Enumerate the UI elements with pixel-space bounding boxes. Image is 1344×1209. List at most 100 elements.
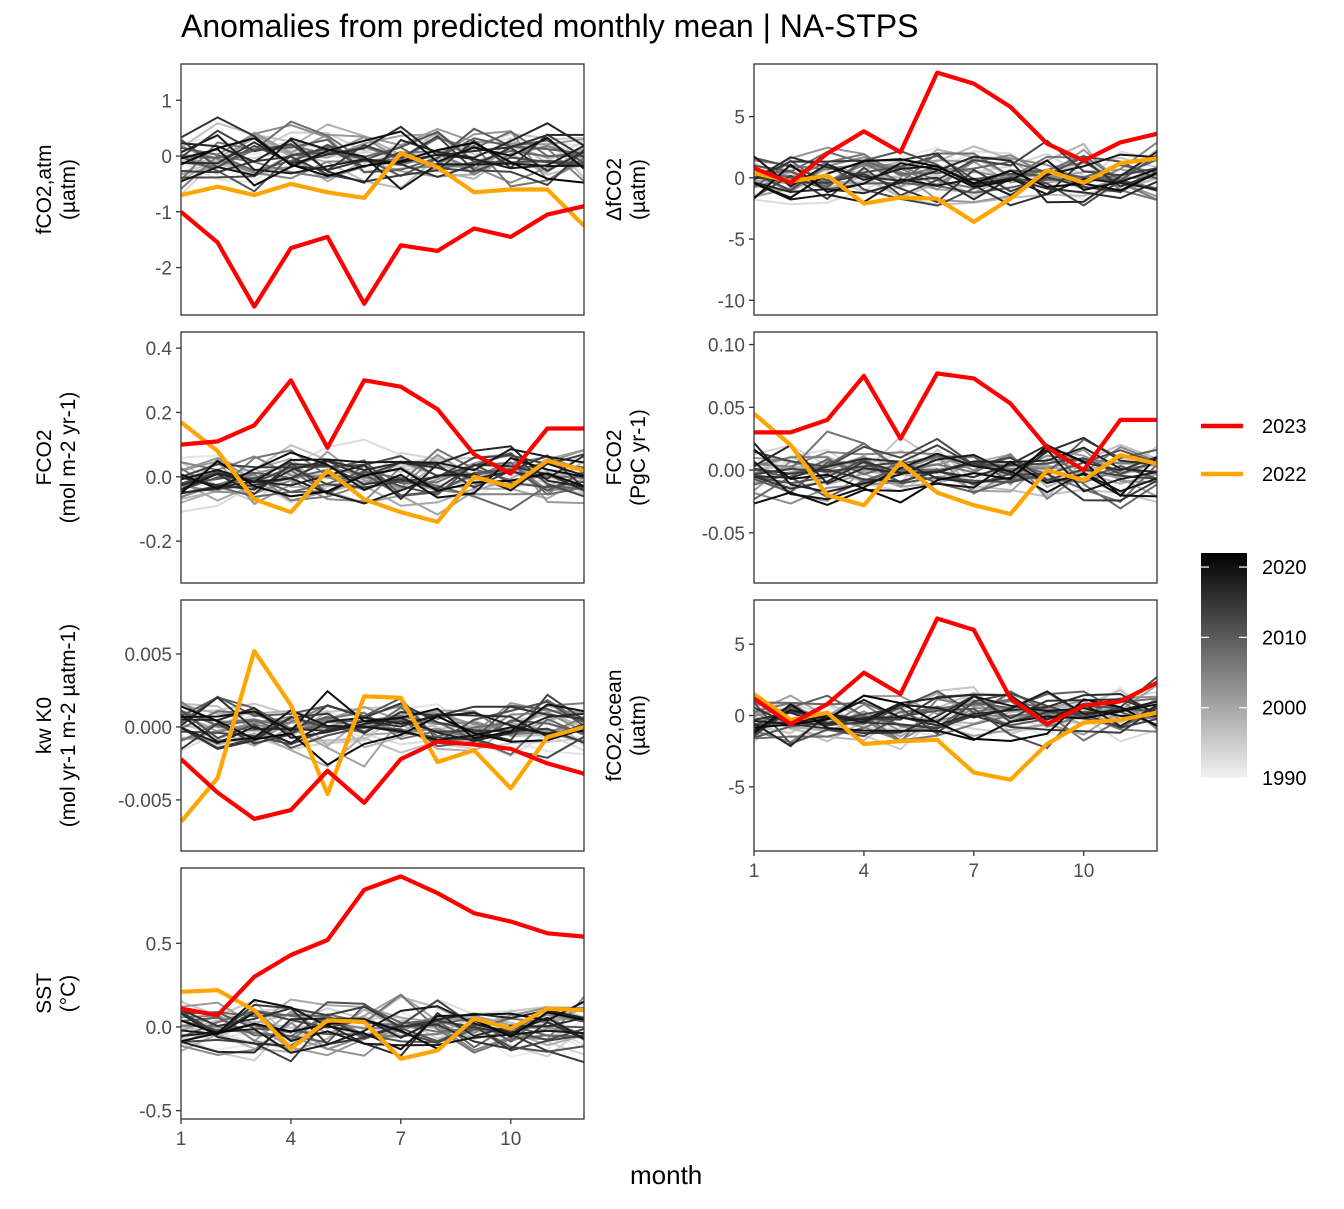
panel-kwk0: 0.005 0.000 -0.005 kw K0(mol yr-1 m-2 µatm-…: [33, 599, 585, 852]
background-line: [181, 125, 584, 165]
y-axis-label-fco2atm: fCO2,atm(µatm): [33, 145, 80, 235]
y-tick-label: -1: [155, 203, 172, 224]
background-line: [181, 134, 584, 175]
x-tick-label: 1: [176, 1129, 187, 1150]
series-line-2023-fco2flux: [181, 378, 584, 476]
colorbar-label: 2000: [1262, 698, 1307, 720]
series-line-2022-kwk0: [181, 648, 584, 824]
panel-border: [753, 63, 1158, 316]
y-tick-label: 0: [734, 707, 745, 728]
background-line: [754, 693, 1157, 748]
background-line: [181, 129, 584, 187]
background-line: [181, 453, 584, 489]
panel-border: [753, 331, 1158, 584]
background-line: [181, 473, 584, 507]
x-tick-label: 10: [500, 1129, 521, 1150]
background-line: [754, 702, 1157, 741]
series-line-2023-fco2pgc: [754, 371, 1157, 473]
colorbar-label: 2010: [1262, 627, 1307, 649]
x-tick-label: 4: [286, 1129, 297, 1150]
x-tick-label: 7: [396, 1129, 407, 1150]
y-axis-label-sst: SST(°C): [33, 973, 80, 1014]
y-tick-label: -0.005: [118, 791, 172, 812]
background-line: [181, 1009, 584, 1054]
panel-fco2ocean: 5 0 -5 1 4 7 10 fCO2,ocean(µatm): [603, 599, 1158, 882]
background-line: [181, 137, 584, 174]
panel-border: [753, 599, 1158, 852]
y-axis-label-fco2ocean: fCO2,ocean(µatm): [603, 669, 650, 781]
panel-dfco2: 5 0 -5 -10 ΔfCO2(µatm): [603, 63, 1158, 316]
panel-sst: 0.5 0.0 -0.51 4 7 10 SST(°C): [33, 867, 585, 1150]
background-years: [181, 689, 584, 768]
x-tick-label: 4: [859, 861, 870, 882]
x-tick-label: 1: [749, 861, 760, 882]
series-line-2023-dfco2: [754, 70, 1157, 185]
panel-border: [180, 599, 585, 852]
background-line: [181, 1005, 584, 1054]
background-line: [181, 995, 584, 1031]
y-tick-label: -5: [728, 778, 745, 799]
series-line-2022-dfco2: [754, 156, 1157, 224]
background-line: [754, 150, 1157, 204]
y-tick-label: 0.5: [146, 934, 172, 955]
y-axis-label-fco2flux: FCO2(mol m-2 yr-1): [33, 392, 80, 524]
background-line: [181, 1011, 584, 1050]
background-line: [754, 695, 1157, 732]
colorbar: [1201, 553, 1247, 778]
colorbar-label: 1990: [1262, 768, 1307, 790]
panel-border: [180, 331, 585, 584]
panel-fco2flux: 0.4 0.2 0.0 -0.2 FCO2(mol m-2 yr-1): [33, 331, 585, 584]
legend-label-2022: 2022: [1262, 464, 1307, 486]
series-line-2022-sst: [181, 988, 584, 1061]
background-line: [754, 153, 1157, 204]
panel-fco2pgc: 0.10 0.05 0.00 -0.05 FCO2(PgC yr-1): [603, 331, 1158, 584]
y-tick-label: -10: [718, 291, 745, 312]
legend-label-2023: 2023: [1262, 416, 1307, 438]
legend: 2023 2022: [1201, 416, 1307, 486]
background-years: [181, 116, 584, 196]
panel-fco2atm: 1 0 -1 -2 fCO2,atm(µatm): [33, 63, 585, 316]
panel-border: [180, 867, 585, 1120]
chart-title: Anomalies from predicted monthly mean | …: [181, 8, 919, 44]
background-line: [754, 443, 1157, 485]
y-tick-label: 1: [161, 91, 172, 112]
y-tick-label: 0.005: [124, 645, 172, 666]
y-tick-label: 0: [734, 169, 745, 190]
background-line: [181, 448, 584, 483]
series-line-2022-fco2atm: [181, 151, 584, 228]
x-tick-label: 7: [969, 861, 980, 882]
y-tick-label: 0.4: [146, 339, 173, 360]
y-tick-label: 0.2: [146, 403, 172, 424]
y-tick-label: 0.0: [146, 468, 172, 489]
colorbar-label: 2020: [1262, 557, 1307, 579]
y-tick-label: -0.05: [702, 524, 745, 545]
y-tick-label: 0: [161, 147, 172, 168]
background-line: [181, 689, 584, 740]
background-line: [181, 451, 584, 499]
background-line: [181, 137, 584, 184]
background-years: [754, 139, 1157, 207]
y-tick-label: 0.0: [146, 1018, 172, 1039]
y-tick-label: 5: [734, 635, 745, 656]
y-tick-label: 0.00: [708, 461, 745, 482]
background-line: [754, 445, 1157, 504]
x-tick-label: 10: [1073, 861, 1094, 882]
y-tick-label: -2: [155, 259, 172, 280]
y-tick-label: 0.05: [708, 398, 745, 419]
background-line: [181, 705, 584, 766]
x-axis-title: month: [630, 1160, 703, 1190]
y-tick-label: 0.10: [708, 336, 745, 357]
panel-border: [180, 63, 585, 316]
background-line: [181, 459, 584, 498]
background-line: [754, 692, 1157, 727]
background-line: [181, 709, 584, 756]
background-line: [181, 705, 584, 750]
background-line: [181, 470, 584, 512]
y-tick-label: 0.000: [124, 718, 172, 739]
series-line-2022-fco2ocean: [754, 692, 1157, 782]
y-axis-label-kwk0: kw K0(mol yr-1 m-2 µatm-1): [33, 624, 80, 827]
background-line: [181, 1007, 584, 1050]
background-line: [181, 709, 584, 743]
background-line: [181, 147, 584, 179]
